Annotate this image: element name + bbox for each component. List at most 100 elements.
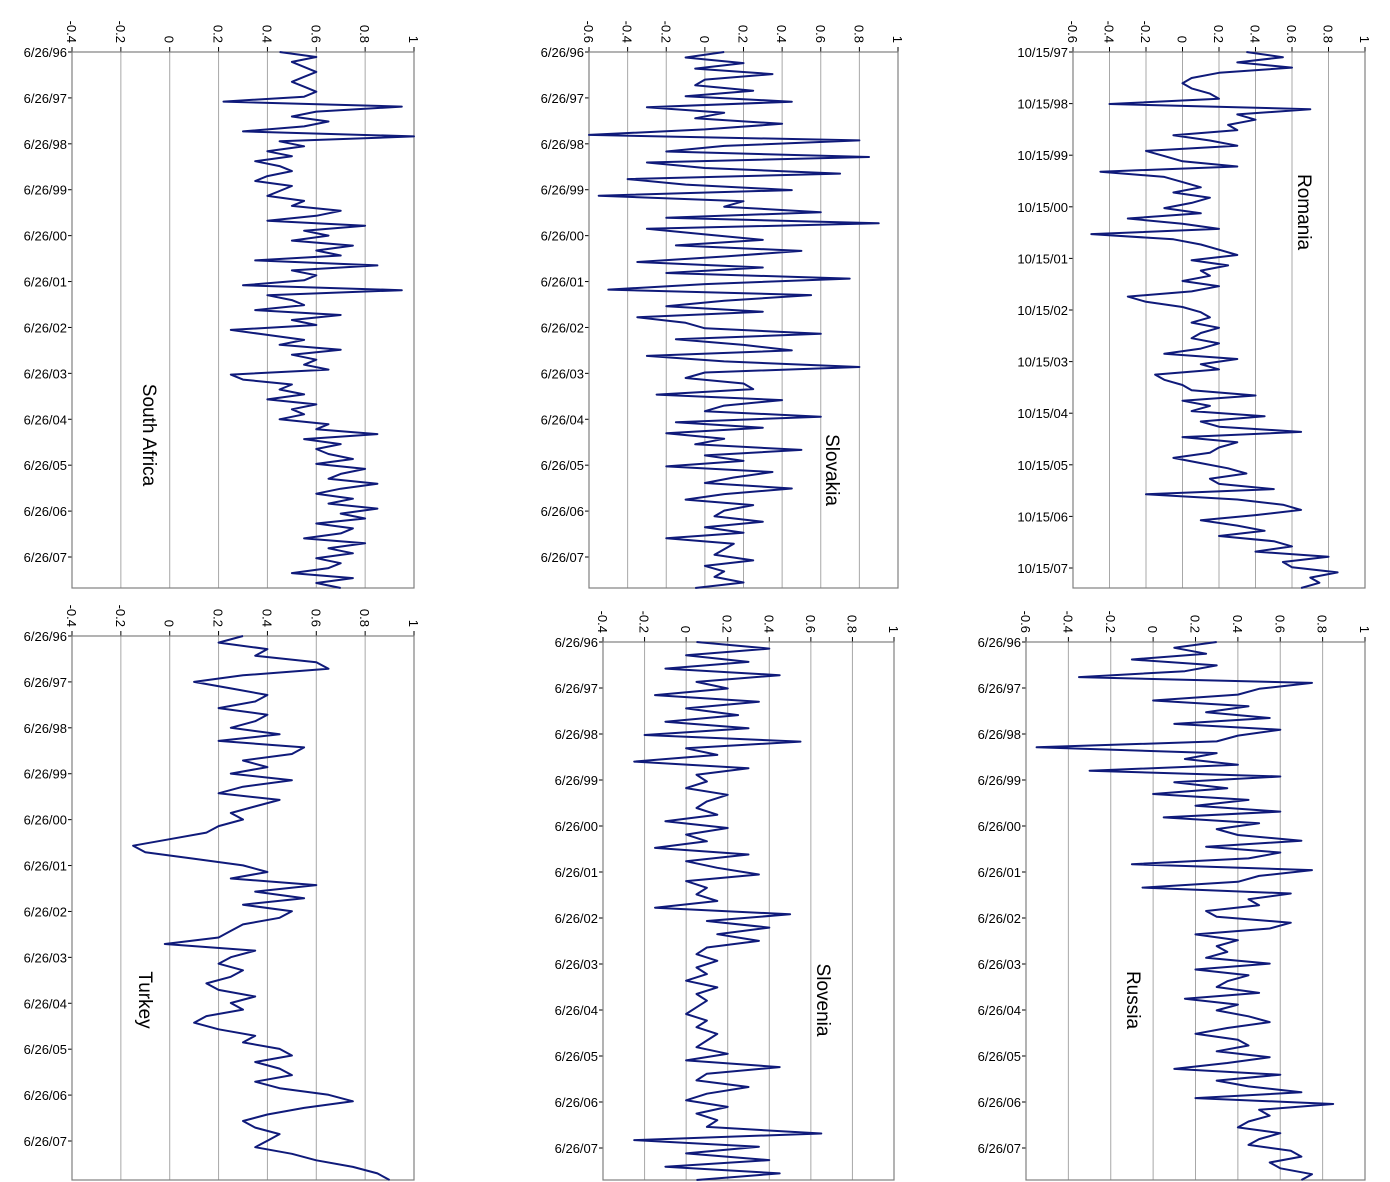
- date-tick-label: 6/26/97: [24, 91, 67, 106]
- date-tick-label: 6/26/06: [555, 1095, 598, 1110]
- chart-title: Romania: [1293, 174, 1314, 250]
- value-tick-label: 0.4: [774, 25, 789, 43]
- value-tick-label: 0.2: [211, 609, 226, 627]
- date-tick-label: 6/26/99: [24, 767, 67, 782]
- date-tick-label: 6/26/03: [24, 950, 67, 965]
- value-tick-label: -0.4: [64, 605, 79, 627]
- date-tick-label: 10/15/03: [1017, 355, 1068, 370]
- date-tick-label: 6/26/98: [555, 727, 598, 742]
- value-tick-label: 0.6: [1272, 615, 1287, 633]
- date-tick-label: 6/26/99: [541, 183, 584, 198]
- value-tick-label: 0.6: [803, 615, 818, 633]
- date-tick-label: 10/15/00: [1017, 200, 1068, 215]
- date-tick-label: 6/26/97: [555, 681, 598, 696]
- value-tick-label: 0: [678, 626, 693, 633]
- date-tick-label: 6/26/97: [541, 91, 584, 106]
- value-tick-label: -0.6: [581, 21, 596, 43]
- date-tick-label: 6/26/03: [978, 957, 1021, 972]
- date-tick-label: 6/26/00: [541, 229, 584, 244]
- value-tick-label: -0.4: [1060, 611, 1075, 633]
- date-tick-label: 6/26/01: [541, 275, 584, 290]
- date-tick-label: 10/15/05: [1017, 458, 1068, 473]
- date-tick-label: 6/26/01: [555, 865, 598, 880]
- date-tick-label: 6/26/97: [978, 681, 1021, 696]
- date-tick-label: 6/26/04: [541, 412, 584, 427]
- date-tick-label: 6/26/07: [978, 1141, 1021, 1156]
- plot-frame: [71, 51, 415, 589]
- date-tick-label: 10/15/06: [1017, 509, 1068, 524]
- date-tick-label: 6/26/96: [555, 635, 598, 650]
- value-tick-label: -0.4: [595, 611, 610, 633]
- value-tick-label: 0.6: [1284, 25, 1299, 43]
- value-tick-label: 0.4: [259, 25, 274, 43]
- chart-panel-1: -0.6 -0.4 -0.2 0 0.2 0.4 0.6 0.8 1 6/26/96 6/26/97…: [541, 21, 905, 589]
- date-tick-label: 6/26/96: [24, 45, 67, 60]
- date-tick-label: 6/26/01: [24, 275, 67, 290]
- value-tick-label: 0.8: [357, 609, 372, 627]
- date-tick-label: 6/26/96: [978, 635, 1021, 650]
- date-tick-label: 10/15/97: [1017, 45, 1068, 60]
- plot-frame: [1072, 51, 1366, 589]
- date-tick-label: 6/26/99: [978, 773, 1021, 788]
- value-tick-label: 0.4: [1230, 615, 1245, 633]
- value-tick-label: -0.2: [1103, 611, 1118, 633]
- date-tick-label: 6/26/99: [24, 183, 67, 198]
- date-tick-label: 6/26/00: [24, 229, 67, 244]
- value-tick-label: 0.4: [761, 615, 776, 633]
- series-line: [588, 51, 880, 589]
- value-tick-label: 0.6: [308, 609, 323, 627]
- value-tick-label: -0.4: [64, 21, 79, 43]
- value-tick-label: -0.4: [620, 21, 635, 43]
- value-tick-label: 0.6: [308, 25, 323, 43]
- date-tick-label: 10/15/98: [1017, 97, 1068, 112]
- chart-title: Slovakia: [821, 434, 842, 506]
- date-tick-label: 6/26/96: [24, 629, 67, 644]
- date-tick-label: 6/26/05: [24, 1042, 67, 1057]
- date-tick-label: 6/26/05: [541, 458, 584, 473]
- date-tick-label: 6/26/03: [555, 957, 598, 972]
- series-line: [132, 635, 391, 1181]
- date-tick-label: 6/26/01: [24, 859, 67, 874]
- date-tick-label: 10/15/02: [1017, 303, 1068, 318]
- value-tick-label: 0.4: [259, 609, 274, 627]
- date-tick-label: 6/26/06: [24, 504, 67, 519]
- value-tick-label: 0.2: [736, 25, 751, 43]
- chart-panel-4: -0.4 -0.2 0 0.2 0.4 0.6 0.8 1 6/26/96 6/26/97 6/26…: [555, 611, 901, 1181]
- date-tick-label: 10/15/07: [1017, 561, 1068, 576]
- date-tick-label: 6/26/02: [24, 904, 67, 919]
- series-line: [633, 641, 823, 1181]
- date-tick-label: 6/26/00: [24, 813, 67, 828]
- date-tick-label: 10/15/04: [1017, 406, 1068, 421]
- date-tick-label: 6/26/03: [24, 366, 67, 381]
- date-tick-label: 6/26/04: [555, 1003, 598, 1018]
- chart-title: Turkey: [134, 971, 155, 1029]
- value-tick-label: 0.8: [851, 25, 866, 43]
- chart-panel-2: -0.4 -0.2 0 0.2 0.4 0.6 0.8 1 6/26/96 6/26/97 6/26…: [24, 21, 421, 589]
- date-tick-label: 6/26/98: [24, 721, 67, 736]
- date-tick-label: 6/26/02: [555, 911, 598, 926]
- date-tick-label: 6/26/05: [555, 1049, 598, 1064]
- value-tick-label: 1: [886, 626, 901, 633]
- date-tick-label: 6/26/06: [24, 1088, 67, 1103]
- chart-title: Slovenia: [812, 964, 833, 1037]
- value-tick-label: -0.2: [113, 605, 128, 627]
- value-tick-label: 0.8: [844, 615, 859, 633]
- value-tick-label: 0.2: [1211, 25, 1226, 43]
- chart-title: South Africa: [138, 384, 159, 487]
- date-tick-label: 6/26/05: [978, 1049, 1021, 1064]
- chart-title: Russia: [1122, 971, 1143, 1030]
- value-tick-label: 1: [406, 620, 421, 627]
- plot-frame: [71, 635, 415, 1181]
- date-tick-label: 6/26/97: [24, 675, 67, 690]
- series-line: [1090, 51, 1339, 589]
- chart-panel-5: -0.4 -0.2 0 0.2 0.4 0.6 0.8 1 6/26/96 6/26/97 6/26…: [24, 605, 421, 1181]
- value-tick-label: 0: [697, 36, 712, 43]
- chart-panel-3: -0.6 -0.4 -0.2 0 0.2 0.4 0.6 0.8 1 6/26/96 6/26/97…: [978, 611, 1372, 1181]
- date-tick-label: 6/26/98: [978, 727, 1021, 742]
- date-tick-label: 6/26/04: [24, 412, 67, 427]
- date-tick-label: 6/26/96: [541, 45, 584, 60]
- plot-frame: [1025, 641, 1366, 1181]
- date-tick-label: 6/26/98: [541, 137, 584, 152]
- date-tick-label: 6/26/07: [24, 1134, 67, 1149]
